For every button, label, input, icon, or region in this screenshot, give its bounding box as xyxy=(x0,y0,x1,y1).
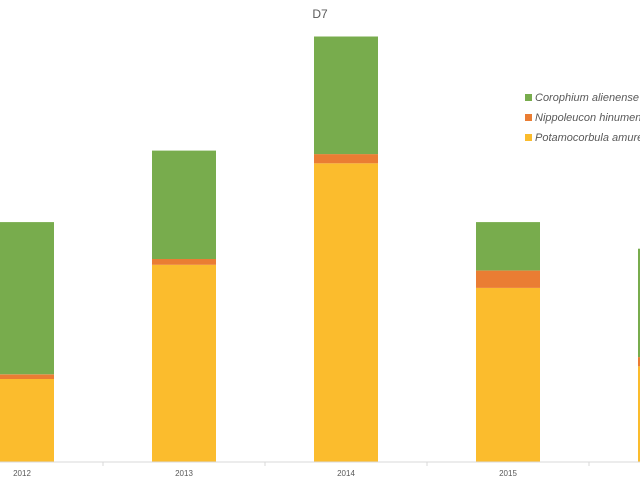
legend: Corophium alienense Nippoleucon hinumensi… xyxy=(525,92,640,144)
x-tick-label: 2014 xyxy=(337,469,355,478)
legend-swatch xyxy=(525,114,532,121)
legend-label: Corophium alienense xyxy=(535,92,639,104)
chart-title: D7 xyxy=(312,7,328,21)
bar-segment xyxy=(0,379,54,462)
bar-segment xyxy=(638,248,640,358)
bar-segment xyxy=(638,366,640,462)
bar-segment xyxy=(476,222,540,271)
bar-segment xyxy=(0,222,54,375)
legend-swatch xyxy=(525,94,532,101)
bar-segment xyxy=(314,36,378,155)
legend-swatch xyxy=(525,134,532,141)
x-axis: 20122013201420152016 xyxy=(0,461,640,478)
bar-segment xyxy=(476,270,540,288)
legend-label: Nippoleucon hinumensis xyxy=(535,112,640,124)
bar-segment xyxy=(0,374,54,379)
x-tick-label: 2013 xyxy=(175,469,193,478)
x-tick-label: 2015 xyxy=(499,469,517,478)
bar-segment xyxy=(152,259,216,265)
bar-segment xyxy=(152,150,216,259)
bar-segment xyxy=(476,287,540,462)
bar-segment xyxy=(638,357,640,367)
bar-segment xyxy=(314,154,378,164)
bars-layer xyxy=(0,36,640,463)
bar-segment xyxy=(314,163,378,463)
x-tick-label: 2012 xyxy=(13,469,31,478)
legend-label: Potamocorbula amurensis xyxy=(535,132,640,144)
bar-segment xyxy=(152,264,216,462)
